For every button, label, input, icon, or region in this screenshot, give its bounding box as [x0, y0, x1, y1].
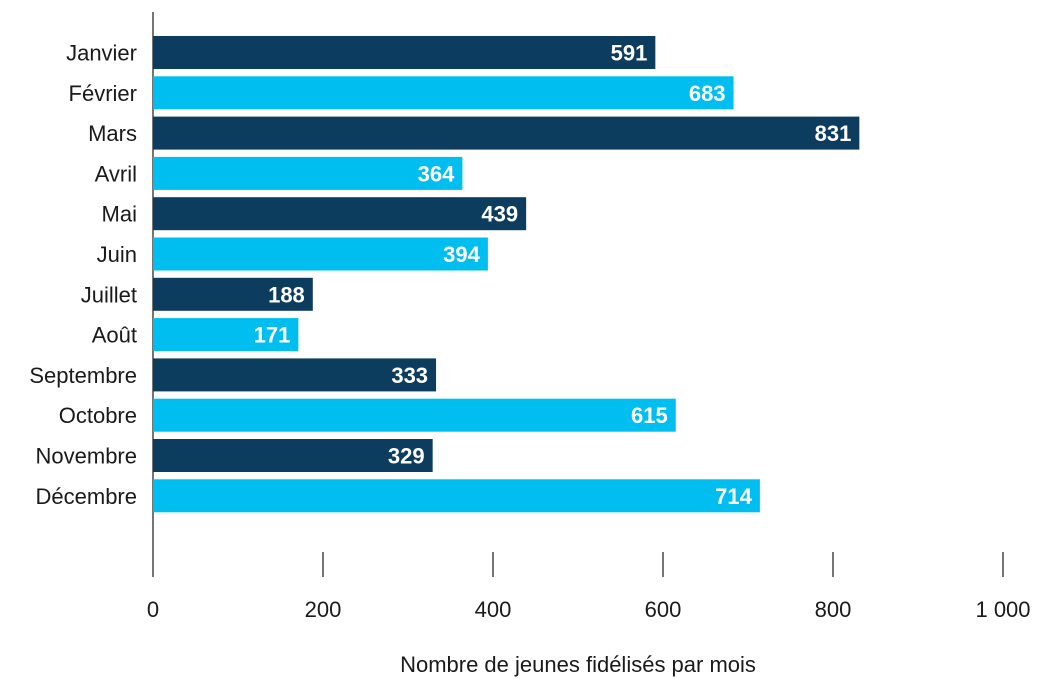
x-tick-label: 600: [645, 597, 682, 622]
category-label: Février: [69, 81, 137, 106]
x-axis-ticks: [322, 552, 1004, 577]
bar-5: [153, 237, 488, 271]
category-label: Avril: [95, 161, 137, 186]
value-label: 364: [418, 161, 455, 186]
bar-1: [153, 76, 734, 110]
category-label: Mai: [102, 202, 137, 227]
value-label: 615: [631, 403, 668, 428]
bar-9: [153, 398, 676, 432]
bar-11: [153, 479, 760, 513]
value-label: 714: [715, 484, 752, 509]
x-tick-label: 200: [305, 597, 342, 622]
x-axis-tick-labels: 0 200 400 600 800 1 000: [147, 597, 1031, 622]
bar-8: [153, 358, 437, 392]
category-labels: Janvier Février Mars Avril Mai Juin Juillet Aoû…: [29, 41, 137, 509]
bars-group: [153, 36, 860, 513]
x-tick-label: 800: [815, 597, 852, 622]
x-axis-title: Nombre de jeunes fidélisés par mois: [400, 652, 756, 677]
category-label: Janvier: [66, 41, 137, 66]
value-label: 591: [611, 41, 648, 66]
bar-2: [153, 116, 860, 150]
value-label: 329: [388, 444, 425, 469]
bar-0: [153, 36, 656, 69]
bar-6: [153, 277, 313, 311]
value-label: 171: [254, 323, 291, 348]
x-tick-label: 0: [147, 597, 159, 622]
category-label: Août: [92, 323, 137, 348]
bar-10: [153, 439, 433, 472]
x-tick-label: 1 000: [975, 597, 1030, 622]
bar-3: [153, 156, 463, 190]
value-label: 188: [268, 282, 305, 307]
category-label: Juin: [97, 242, 137, 267]
value-label: 333: [391, 363, 428, 388]
category-label: Mars: [88, 121, 137, 146]
value-label: 394: [443, 242, 480, 267]
category-label: Septembre: [29, 363, 137, 388]
category-label: Décembre: [36, 484, 137, 509]
category-label: Novembre: [36, 444, 137, 469]
category-label: Juillet: [81, 282, 137, 307]
value-label: 831: [815, 121, 852, 146]
value-label: 439: [481, 202, 518, 227]
bar-7: [153, 318, 299, 352]
category-label: Octobre: [59, 403, 137, 428]
value-label: 683: [689, 81, 726, 106]
bar-4: [153, 197, 527, 231]
x-tick-label: 400: [475, 597, 512, 622]
